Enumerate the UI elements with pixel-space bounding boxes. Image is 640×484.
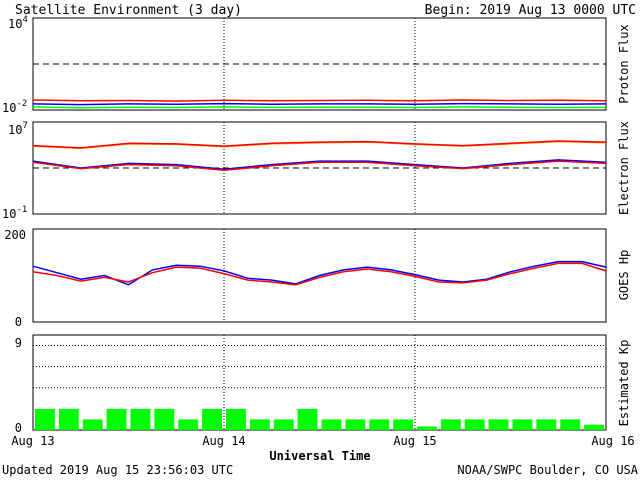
kp-bar	[249, 419, 270, 430]
proton-tick-bottom: 10-2	[2, 99, 27, 115]
electron-tick-top: 107	[8, 121, 28, 137]
hp-panel: GOES Hp 200 0	[4, 228, 631, 329]
hp-ylabel: GOES Hp	[617, 250, 631, 301]
kp-tick-top: 9	[15, 336, 22, 350]
proton-tick-top: 104	[8, 15, 28, 31]
hp-tick-top: 200	[4, 228, 26, 242]
electron-ylabel: Electron Flux	[617, 121, 631, 215]
electron-tick-bottom: 10-1	[2, 205, 27, 221]
updated-time: Updated 2019 Aug 15 23:56:03 UTC	[2, 463, 233, 477]
kp-bar	[440, 419, 461, 430]
kp-ylabel: Estimated Kp	[617, 340, 631, 427]
kp-bar	[417, 426, 437, 430]
kp-bar	[369, 419, 390, 430]
kp-bar	[106, 408, 127, 430]
proton-series-green-line	[32, 106, 607, 109]
hp-series-blue-line	[32, 260, 607, 286]
x-tick-aug14: Aug 14	[202, 434, 245, 448]
x-tick-aug16: Aug 16	[591, 434, 634, 448]
kp-bar	[393, 419, 413, 430]
kp-bar	[130, 408, 151, 430]
hp-series-red-line	[32, 262, 607, 286]
electron-series-red-line	[32, 140, 607, 149]
kp-bar	[154, 408, 175, 430]
kp-bar	[488, 419, 509, 430]
kp-bar	[178, 419, 199, 430]
hp-tick-bottom: 0	[15, 315, 22, 329]
electron-panel: Electron Flux 107 10-1	[2, 121, 631, 221]
kp-bar	[82, 419, 103, 430]
electron-series-blue-line	[32, 159, 607, 170]
x-tick-aug13: Aug 13	[11, 434, 54, 448]
kp-bar	[321, 419, 342, 430]
kp-bar	[536, 419, 557, 430]
kp-bar	[58, 408, 79, 430]
kp-panel: Estimated Kp 9 0	[15, 334, 631, 435]
begin-time: Begin: 2019 Aug 13 0000 UTC	[425, 3, 636, 18]
proton-panel: Proton Flux 104 10-2	[2, 15, 631, 115]
kp-bar	[464, 419, 485, 430]
x-axis-label: Universal Time	[269, 449, 370, 463]
plot-title: Satellite Environment (3 day)	[15, 3, 242, 18]
kp-bar	[226, 408, 246, 430]
x-tick-aug15: Aug 15	[393, 434, 436, 448]
proton-ylabel: Proton Flux	[617, 24, 631, 103]
kp-bar	[560, 419, 581, 430]
kp-bar	[273, 419, 294, 430]
kp-bar	[202, 408, 222, 430]
kp-bar	[584, 424, 604, 430]
kp-tick-bottom: 0	[15, 421, 22, 435]
kp-bar	[35, 408, 55, 430]
kp-bar	[297, 408, 318, 430]
proton-series-red-line	[32, 99, 607, 102]
credit: NOAA/SWPC Boulder, CO USA	[457, 463, 638, 477]
kp-bar	[345, 419, 366, 430]
proton-series-blue-line	[32, 102, 607, 106]
kp-bar	[512, 419, 533, 430]
electron-series-red-line	[32, 160, 607, 172]
